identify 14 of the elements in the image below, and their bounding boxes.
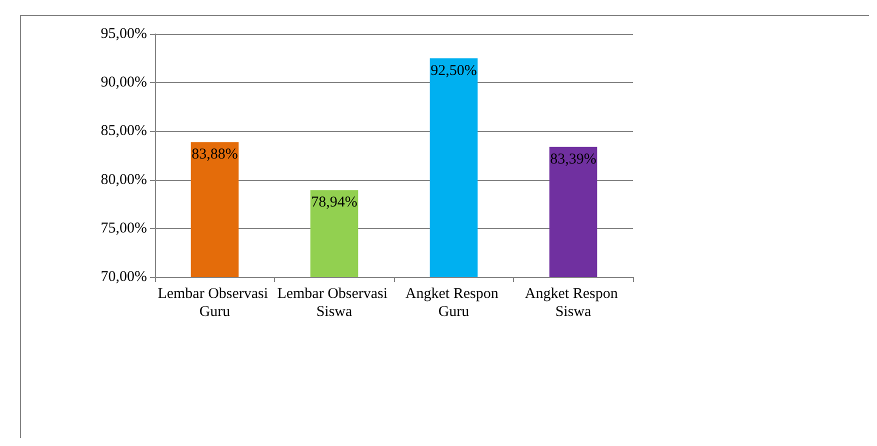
y-tick-label: 90,00%: [100, 74, 147, 91]
data-label: 78,94%: [311, 194, 358, 211]
y-tick-label: 75,00%: [100, 220, 147, 236]
x-tick-label: Angket Respon Siswa: [524, 286, 622, 320]
data-label: 83,39%: [550, 151, 596, 168]
x-tick-label: Lembar Observasi Guru: [158, 286, 272, 320]
y-tick-label: 70,00%: [100, 269, 147, 285]
y-tick-label: 95,00%: [100, 26, 147, 42]
x-tick-label: Lembar Observasi Siswa: [277, 286, 392, 320]
y-tick-label: 85,00%: [100, 123, 147, 140]
data-label: 92,50%: [430, 62, 477, 79]
x-tick-label: Angket Respon Guru: [405, 286, 502, 320]
data-label: 83,88%: [192, 146, 238, 163]
y-tick-label: 80,00%: [100, 172, 147, 188]
